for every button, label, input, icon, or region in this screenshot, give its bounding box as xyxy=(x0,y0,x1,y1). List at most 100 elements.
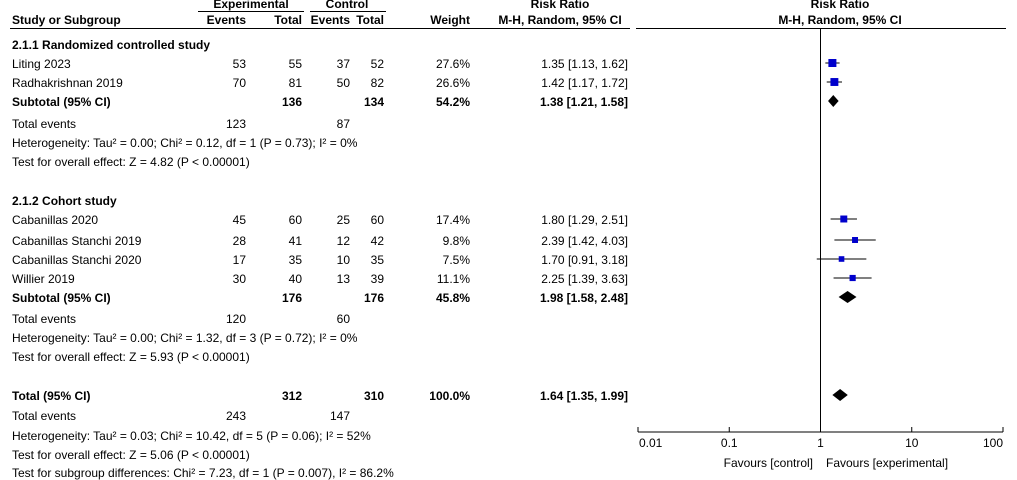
overall-ctl-total: 310 xyxy=(363,389,384,403)
group1-title: 2.1.1 Randomized controlled study xyxy=(12,38,211,52)
ctl-total: 60 xyxy=(370,213,384,227)
x-axis-tick-label: 100 xyxy=(983,436,1003,450)
exp-events: 53 xyxy=(232,57,246,71)
study-marker xyxy=(828,59,837,67)
header-mh-random-left: M-H, Random, 95% CI xyxy=(498,13,622,27)
header-weight: Weight xyxy=(430,13,470,27)
header-exp-total: Total xyxy=(274,13,302,27)
overall-weight: 100.0% xyxy=(429,389,470,403)
study-marker xyxy=(838,256,845,262)
study-marker xyxy=(840,215,848,223)
risk-ratio-ci: 1.70 [0.91, 3.18] xyxy=(541,253,628,267)
risk-ratio-ci: 2.25 [1.39, 3.63] xyxy=(541,272,628,286)
overall-effect-text: Test for overall effect: Z = 5.93 (P < 0… xyxy=(12,350,250,364)
study-name: Willier 2019 xyxy=(12,272,75,286)
weight: 27.6% xyxy=(435,57,470,71)
risk-ratio-ci: 1.80 [1.29, 2.51] xyxy=(541,213,628,227)
study-name: Cabanillas Stanchi 2019 xyxy=(12,234,142,248)
subgroup-differences-text: Test for subgroup differences: Chi² = 7.… xyxy=(12,466,394,480)
weight: 17.4% xyxy=(435,213,470,227)
exp-events: 17 xyxy=(232,253,246,267)
ctl-events: 25 xyxy=(336,213,350,227)
header-experimental: Experimental xyxy=(213,0,289,11)
ctl-events: 10 xyxy=(336,253,350,267)
total-events-ctl: 87 xyxy=(336,117,350,131)
x-axis-tick-label: 1 xyxy=(817,436,824,450)
subtotal-ctl-total: 134 xyxy=(363,95,384,109)
overall-ci: 1.64 [1.35, 1.99] xyxy=(539,389,628,403)
subtotal-weight: 45.8% xyxy=(435,291,470,305)
weight: 11.1% xyxy=(436,272,470,286)
ctl-total: 82 xyxy=(370,76,384,90)
weight: 9.8% xyxy=(442,234,470,248)
ctl-total: 42 xyxy=(370,234,384,248)
header-control: Control xyxy=(325,0,369,11)
risk-ratio-ci: 2.39 [1.42, 4.03] xyxy=(541,234,628,248)
ctl-events: 12 xyxy=(336,234,350,248)
total-events-ctl: 147 xyxy=(329,409,350,423)
study-name: Liting 2023 xyxy=(12,57,71,71)
total-events-exp: 123 xyxy=(225,117,246,131)
header-risk-ratio-right: Risk Ratio xyxy=(810,0,870,11)
favours-control-label: Favours [control] xyxy=(723,456,813,470)
total-events-exp: 120 xyxy=(225,312,246,326)
ctl-total: 52 xyxy=(370,57,384,71)
overall-effect-text: Test for overall effect: Z = 5.06 (P < 0… xyxy=(12,448,250,462)
total-events-label: Total events xyxy=(12,117,77,131)
header-study-or-subgroup: Study or Subgroup xyxy=(12,13,121,27)
ctl-total: 35 xyxy=(370,253,384,267)
overall-effect-text: Test for overall effect: Z = 4.82 (P < 0… xyxy=(12,155,250,169)
exp-total: 40 xyxy=(288,272,302,286)
summary-diamond xyxy=(838,291,857,303)
x-axis-tick-label: 0.1 xyxy=(721,436,738,450)
exp-total: 81 xyxy=(288,76,302,90)
header-ctl-events: Events xyxy=(310,13,350,27)
summary-diamond xyxy=(828,95,839,107)
study-marker xyxy=(830,78,839,86)
header-exp-events: Events xyxy=(206,13,246,27)
weight: 26.6% xyxy=(435,76,470,90)
total-events-ctl: 60 xyxy=(336,312,350,326)
subtotal-label: Subtotal (95% CI) xyxy=(12,291,111,305)
subtotal-exp-total: 176 xyxy=(281,291,302,305)
exp-events: 70 xyxy=(232,76,246,90)
exp-total: 60 xyxy=(288,213,302,227)
exp-total: 55 xyxy=(288,57,302,71)
exp-events: 30 xyxy=(232,272,246,286)
subtotal-exp-total: 136 xyxy=(281,95,302,109)
exp-events: 45 xyxy=(232,213,246,227)
exp-total: 35 xyxy=(288,253,302,267)
heterogeneity-text: Heterogeneity: Tau² = 0.03; Chi² = 10.42… xyxy=(12,429,371,443)
subtotal-ctl-total: 176 xyxy=(363,291,384,305)
study-name: Cabanillas 2020 xyxy=(12,213,99,227)
subtotal-ci: 1.98 [1.58, 2.48] xyxy=(539,291,628,305)
header-ctl-total: Total xyxy=(356,13,384,27)
header-underline-control xyxy=(310,11,386,12)
overall-exp-total: 312 xyxy=(281,389,302,403)
risk-ratio-ci: 1.42 [1.17, 1.72] xyxy=(541,76,628,90)
weight: 7.5% xyxy=(442,253,470,267)
study-name: Radhakrishnan 2019 xyxy=(12,76,123,90)
study-name: Cabanillas Stanchi 2020 xyxy=(12,253,142,267)
heterogeneity-text: Heterogeneity: Tau² = 0.00; Chi² = 0.12,… xyxy=(12,136,358,150)
header-rule-left xyxy=(10,28,630,29)
exp-total: 41 xyxy=(288,234,302,248)
ctl-total: 39 xyxy=(370,272,384,286)
ctl-events: 37 xyxy=(336,57,350,71)
subtotal-ci: 1.38 [1.21, 1.58] xyxy=(539,95,628,109)
summary-diamond xyxy=(832,389,848,401)
x-axis-tick-label: 10 xyxy=(905,436,919,450)
header-underline-experimental xyxy=(198,11,304,12)
study-marker xyxy=(852,237,859,243)
subtotal-weight: 54.2% xyxy=(435,95,470,109)
total-events-label: Total events xyxy=(12,409,77,423)
exp-events: 28 xyxy=(232,234,246,248)
ctl-events: 13 xyxy=(336,272,350,286)
total-events-label: Total events xyxy=(12,312,77,326)
total-events-exp: 243 xyxy=(225,409,246,423)
risk-ratio-ci: 1.35 [1.13, 1.62] xyxy=(541,57,628,71)
header-risk-ratio-left: Risk Ratio xyxy=(530,0,590,11)
ctl-events: 50 xyxy=(336,76,350,90)
header-mh-random-right: M-H, Random, 95% CI xyxy=(778,13,902,27)
